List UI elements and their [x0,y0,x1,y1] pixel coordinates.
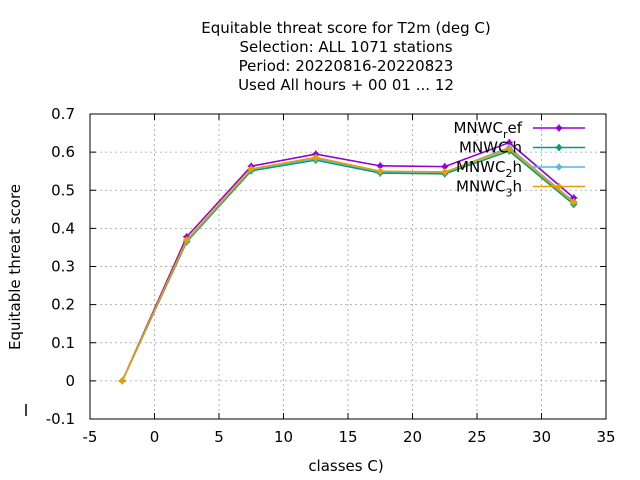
y-tick-label: 0 [65,372,75,390]
series-line [121,150,575,382]
x-tick-label: 20 [403,428,422,446]
legend-entry-2: MNWC h [459,139,585,157]
data-point [555,144,563,151]
series-4 [118,145,578,385]
y-axis-label: Equitable threat score [6,184,24,350]
title-line-3: Period: 20220816-20220823 [239,57,454,75]
data-point [570,198,578,206]
chart-title: Equitable threat score for T2m (deg C) S… [201,19,491,94]
legend-label: MNWC2h [456,158,522,180]
y-tick-label: 0.2 [51,296,75,314]
title-line-4: Used All hours + 00 01 ... 12 [238,76,454,94]
series-line [121,141,575,382]
title-line-2: Selection: ALL 1071 stations [239,38,452,56]
x-tick-label: 10 [274,428,293,446]
x-tick-label: 25 [467,428,486,446]
x-tick-label: 35 [596,428,615,446]
legend-entry-3: MNWC2h [456,158,585,180]
data-point [183,236,191,244]
x-tick-label: 5 [214,428,224,446]
x-tick-label: -5 [83,428,98,446]
data-point [555,163,563,171]
data-point [505,145,513,153]
data-point [247,165,255,173]
data-point [555,124,563,132]
legend-label: MNWC3h [456,178,522,200]
y-tick-label: 0.3 [51,258,75,276]
y-tick-label: 0.7 [51,105,75,123]
axis-ticks [89,113,607,420]
data-point [312,153,320,161]
y-tick-labels: -0.1 0 0.1 0.2 0.3 0.4 0.5 0.6 0.7 [46,105,75,428]
legend-label: MNWC h [459,139,522,157]
series-line [121,148,575,382]
legend-label: MNWCref [453,119,522,141]
title-line-1: Equitable threat score for T2m (deg C) [201,19,491,37]
data-point [376,167,384,175]
series-layer [118,139,578,385]
legend-entry-1: MNWCref [453,119,585,141]
x-tick-labels: -5 0 5 10 15 20 25 30 35 [83,428,616,446]
x-tick-label: 30 [532,428,551,446]
y-tick-label: 0.4 [51,219,75,237]
data-point [555,183,563,190]
y-tick-label: 0.6 [51,143,75,161]
x-tick-label: 15 [338,428,357,446]
x-tick-label: 0 [150,428,160,446]
legend-entry-4: MNWC3h [456,178,585,200]
data-point [441,168,449,176]
x-axis-label: classes C) [308,457,383,475]
y-tick-label: 0.5 [51,181,75,199]
y-tick-label: 0.1 [51,334,75,352]
y-tick-label: -0.1 [46,410,75,428]
data-point [118,377,126,385]
